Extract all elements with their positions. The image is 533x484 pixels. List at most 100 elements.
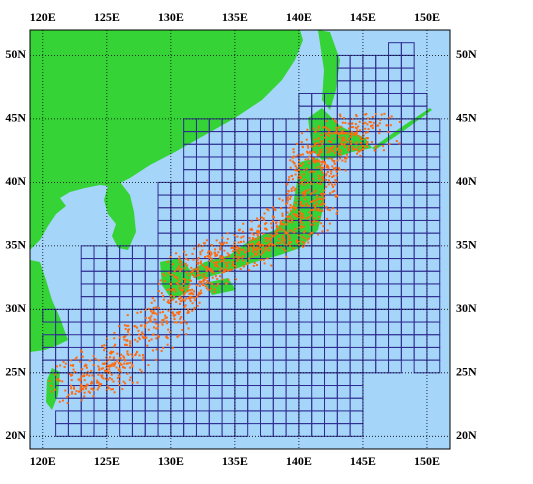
quake — [288, 238, 291, 241]
quake — [347, 148, 350, 151]
quake — [290, 221, 293, 224]
quake — [282, 223, 285, 226]
quake — [321, 192, 324, 195]
quake — [312, 199, 315, 202]
quake — [131, 363, 134, 366]
quake — [266, 243, 269, 246]
quake — [197, 245, 200, 248]
quake — [257, 243, 260, 246]
quake — [199, 289, 202, 292]
quake — [168, 331, 171, 334]
quake — [330, 147, 333, 150]
quake — [347, 127, 350, 130]
quake — [123, 324, 126, 327]
quake — [208, 281, 211, 284]
quake — [290, 190, 293, 193]
quake — [233, 257, 236, 260]
quake — [206, 255, 209, 258]
quake — [221, 260, 224, 263]
quake — [304, 198, 307, 201]
quake — [171, 346, 174, 349]
quake — [305, 204, 308, 207]
quake — [289, 229, 292, 232]
quake — [276, 241, 279, 244]
quake — [129, 366, 132, 369]
quake — [296, 169, 299, 172]
quake — [237, 251, 240, 254]
quake — [101, 374, 104, 377]
quake — [317, 197, 320, 200]
quake — [311, 157, 314, 160]
quake — [230, 268, 233, 271]
quake — [219, 247, 222, 250]
quake — [258, 224, 261, 227]
quake — [257, 232, 260, 235]
quake — [89, 359, 92, 362]
quake — [185, 271, 188, 274]
quake — [121, 366, 124, 369]
quake — [298, 210, 301, 213]
quake — [110, 351, 113, 354]
quake — [335, 195, 338, 198]
quake — [373, 149, 376, 152]
lon-label-top: 130E — [158, 10, 184, 24]
quake — [223, 241, 226, 244]
quake — [211, 276, 214, 279]
quake — [302, 225, 305, 228]
quake — [310, 209, 313, 212]
quake — [326, 151, 329, 154]
quake — [124, 343, 127, 346]
quake — [126, 372, 129, 375]
quake — [293, 207, 296, 210]
quake — [160, 349, 163, 352]
quake — [319, 204, 322, 207]
quake — [297, 234, 300, 237]
quake — [289, 204, 292, 207]
quake — [175, 276, 178, 279]
quake — [349, 135, 352, 138]
quake — [289, 195, 292, 198]
quake — [387, 131, 390, 134]
quake — [162, 298, 165, 301]
quake — [180, 263, 183, 266]
quake — [172, 313, 175, 316]
quake — [112, 364, 115, 367]
quake — [135, 352, 138, 355]
quake — [144, 308, 147, 311]
quake — [365, 137, 368, 140]
quake — [300, 141, 303, 144]
quake — [81, 387, 84, 390]
quake — [183, 305, 186, 308]
quake — [166, 288, 169, 291]
quake — [311, 208, 314, 211]
quake — [323, 136, 326, 139]
quake — [270, 264, 273, 267]
quake — [290, 217, 293, 220]
quake — [286, 197, 289, 200]
quake — [201, 264, 204, 267]
quake — [323, 161, 326, 164]
quake — [210, 253, 213, 256]
quake — [185, 322, 188, 325]
quake — [339, 149, 342, 152]
quake — [296, 142, 299, 145]
quake — [318, 177, 321, 180]
quake — [187, 289, 190, 292]
quake — [74, 392, 77, 395]
quake — [194, 299, 197, 302]
quake — [262, 217, 265, 220]
lat-label-right: 35N — [456, 238, 477, 252]
quake — [176, 277, 179, 280]
quake — [357, 125, 360, 128]
quake — [289, 245, 292, 248]
quake — [336, 132, 339, 135]
quake — [156, 327, 159, 330]
quake — [199, 251, 202, 254]
quake — [190, 296, 193, 299]
quake — [328, 175, 331, 178]
quake — [182, 298, 185, 301]
quake — [178, 280, 181, 283]
quake — [339, 153, 342, 156]
quake — [64, 389, 67, 392]
quake — [58, 400, 61, 403]
